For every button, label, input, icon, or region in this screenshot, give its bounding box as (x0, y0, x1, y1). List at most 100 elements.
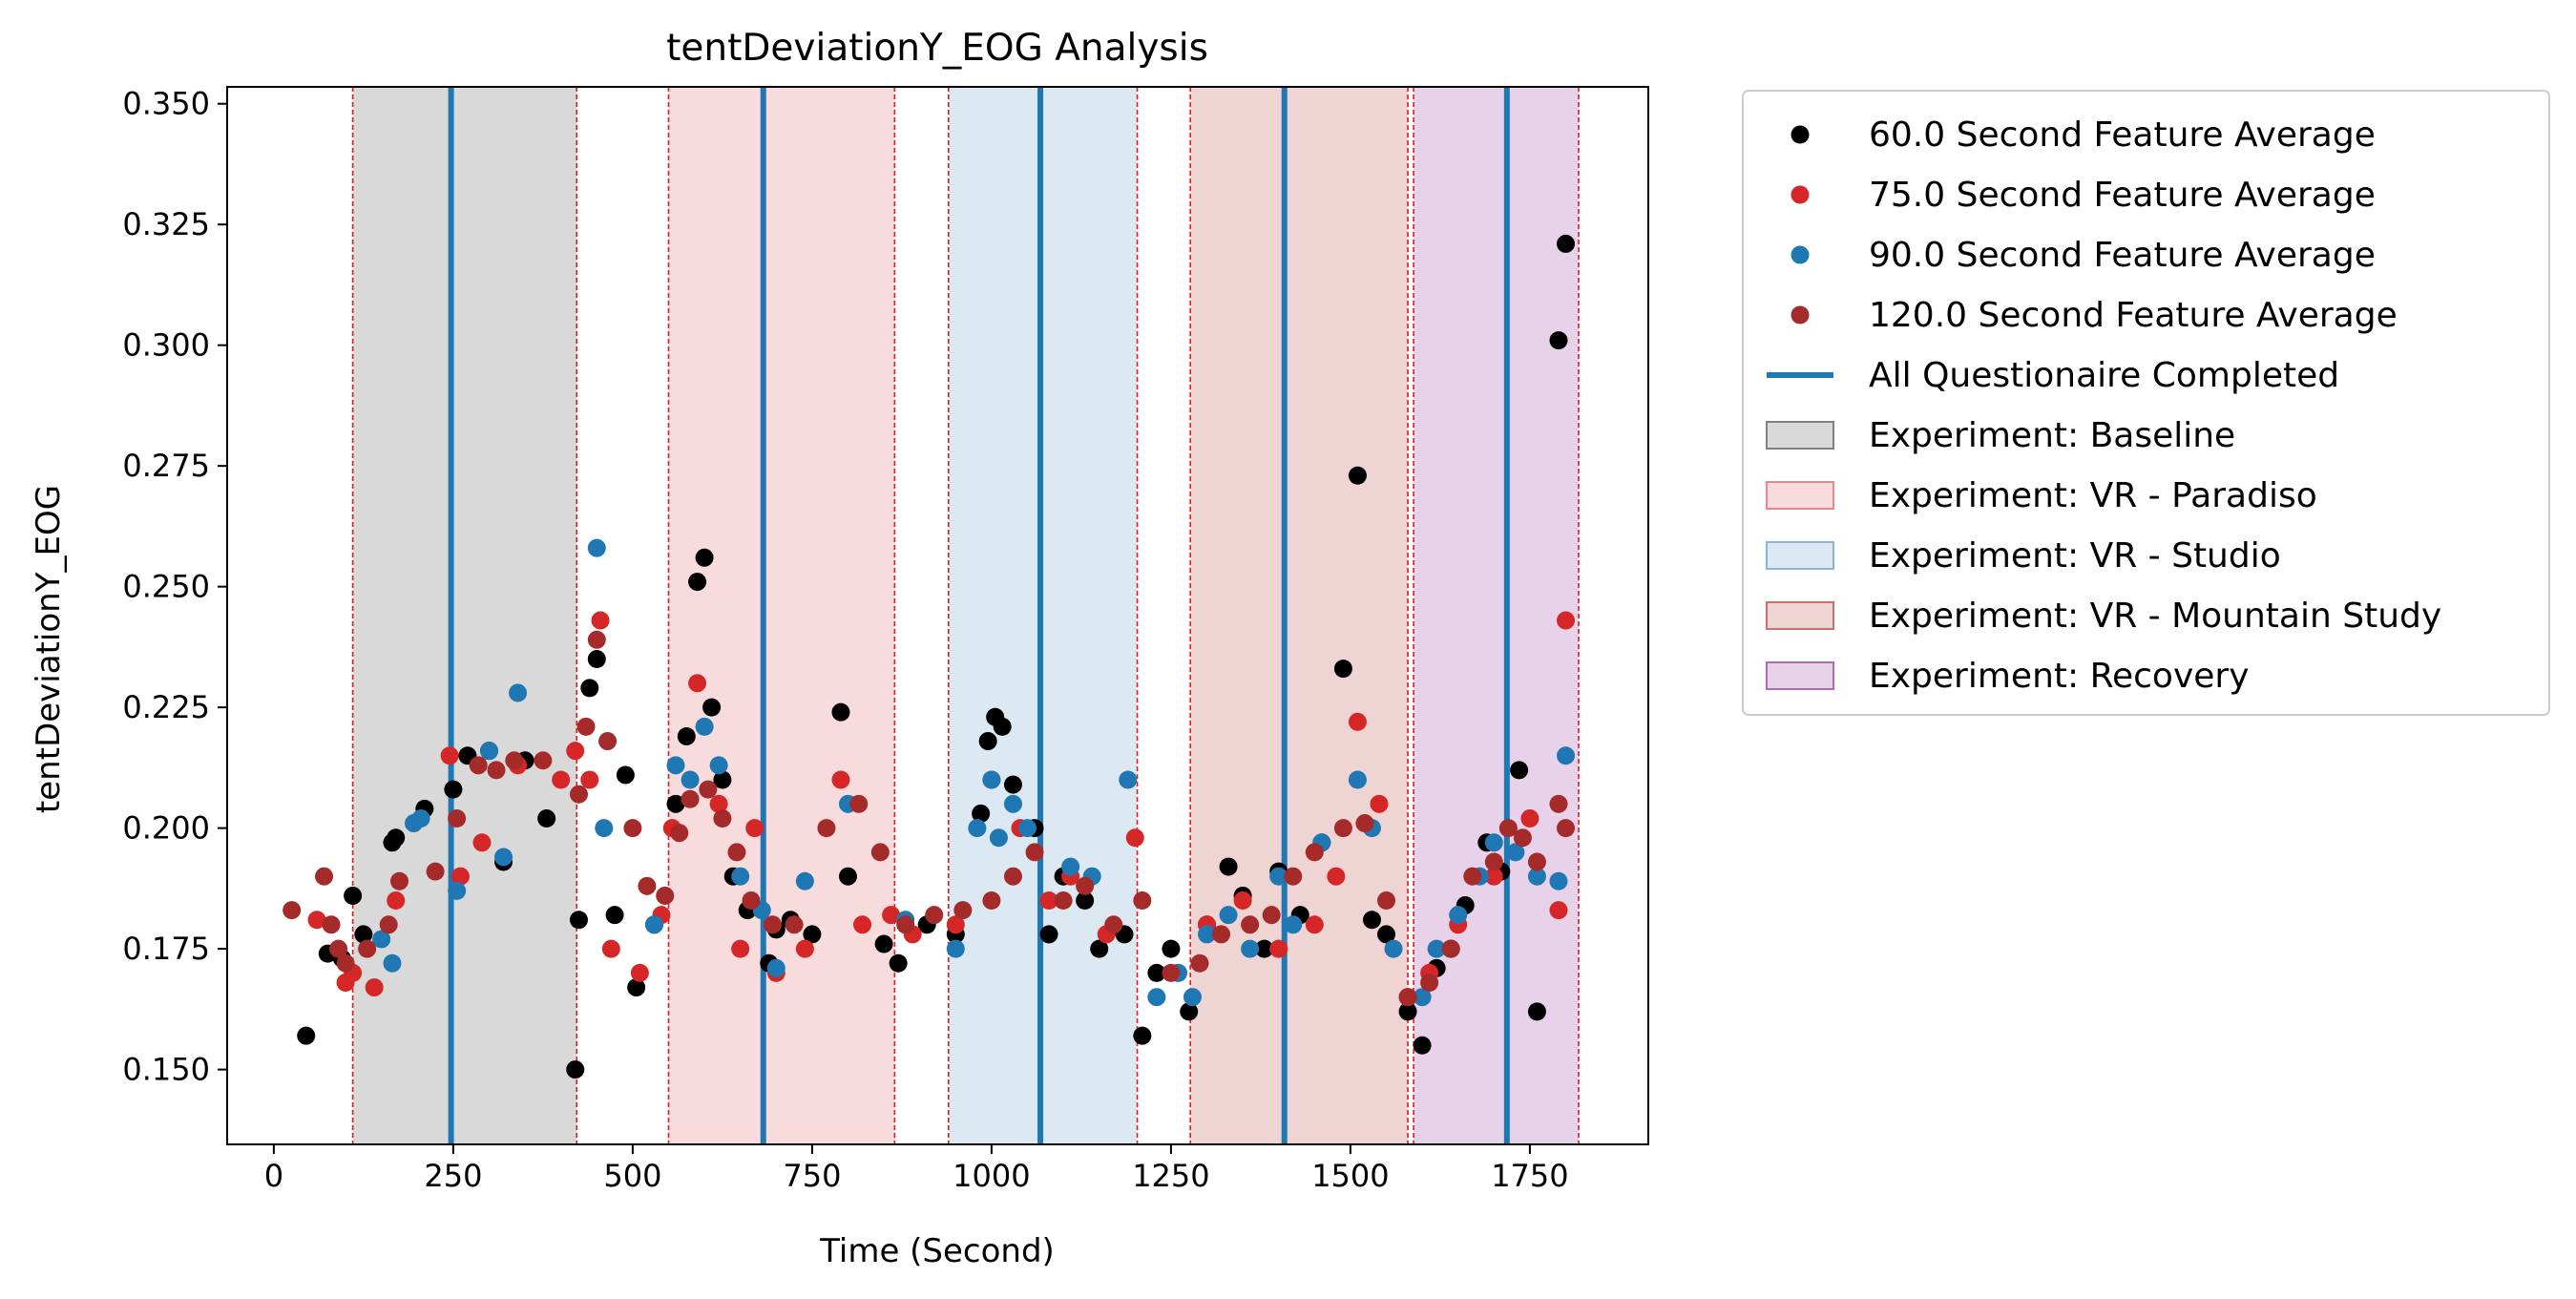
data-point (494, 848, 513, 867)
data-point (1255, 939, 1274, 958)
data-point (1284, 867, 1303, 886)
data-point (1377, 891, 1396, 911)
data-point (1549, 331, 1568, 350)
data-point (569, 785, 588, 804)
data-point (1039, 891, 1058, 911)
legend-label: 120.0 Second Feature Average (1869, 296, 2398, 335)
data-point (709, 794, 728, 813)
data-point (1348, 770, 1367, 789)
x-tick-label: 750 (783, 1158, 841, 1194)
data-point (1162, 963, 1181, 982)
data-point (638, 876, 657, 895)
data-point (688, 674, 707, 693)
data-point (387, 891, 406, 911)
legend-label: Experiment: VR - Mountain Study (1869, 597, 2441, 636)
data-point (1003, 794, 1022, 813)
data-point (1333, 660, 1352, 679)
data-point (1498, 819, 1518, 838)
data-point (1305, 915, 1324, 934)
data-point (358, 939, 377, 958)
data-point (1484, 867, 1503, 886)
data-point (1269, 867, 1288, 886)
data-point (838, 867, 857, 886)
data-point (448, 881, 467, 900)
data-point (469, 756, 488, 775)
data-point (448, 808, 467, 828)
data-point (1104, 915, 1123, 934)
legend-label: Experiment: Recovery (1869, 657, 2250, 696)
data-point (688, 573, 707, 592)
data-point (1219, 906, 1238, 925)
data-point (1377, 925, 1396, 944)
y-tick-label: 0.275 (122, 448, 210, 484)
data-point (534, 751, 553, 770)
data-point (925, 906, 944, 925)
data-point (336, 953, 355, 973)
data-point (874, 934, 893, 953)
data-point (1370, 794, 1389, 813)
data-point (1119, 770, 1138, 789)
data-point (1125, 828, 1144, 848)
data-point (1362, 911, 1381, 930)
data-point (630, 963, 649, 982)
data-point (978, 732, 997, 751)
data-point (681, 770, 700, 789)
experiment-span-0 (352, 87, 577, 1144)
data-point (1061, 857, 1080, 876)
data-point (1510, 761, 1529, 780)
data-point (1413, 988, 1432, 1007)
legend-label: Experiment: VR - Paradiso (1869, 476, 2317, 515)
data-point (580, 770, 599, 789)
data-point (1557, 611, 1576, 630)
data-point (389, 871, 408, 890)
data-point (849, 794, 869, 813)
data-point (591, 611, 610, 630)
data-point (1549, 901, 1568, 920)
data-point (853, 915, 872, 934)
x-tick-label: 1000 (953, 1158, 1030, 1194)
data-point (699, 780, 718, 799)
data-point (1147, 988, 1166, 1007)
data-point (487, 761, 506, 780)
data-point (1463, 867, 1482, 886)
data-point (656, 886, 675, 905)
data-point (372, 930, 391, 949)
data-point (1180, 1002, 1199, 1021)
data-point (1333, 819, 1352, 838)
data-point (1527, 867, 1546, 886)
data-point (946, 939, 965, 958)
data-point (1133, 891, 1152, 911)
x-tick-label: 1500 (1311, 1158, 1389, 1194)
data-point (307, 911, 326, 930)
data-point (1241, 915, 1260, 934)
data-point (831, 702, 850, 722)
data-point (505, 751, 524, 770)
data-point (1054, 891, 1073, 911)
series-3 (283, 630, 1576, 1007)
data-point (727, 843, 746, 862)
data-point (440, 746, 459, 765)
data-point (411, 808, 430, 828)
y-tick-label: 0.175 (122, 931, 210, 967)
data-point (795, 871, 814, 890)
data-point (968, 819, 987, 838)
y-tick-label: 0.150 (122, 1052, 210, 1088)
data-point (831, 770, 850, 789)
data-point (1025, 843, 1044, 862)
data-point (993, 717, 1012, 736)
data-point (444, 780, 463, 799)
data-point (882, 906, 901, 925)
y-tick-label: 0.300 (122, 327, 210, 364)
data-point (742, 891, 761, 911)
data-point (587, 538, 606, 557)
data-point (982, 770, 1001, 789)
data-point (1557, 234, 1576, 253)
data-point (982, 891, 1001, 911)
data-point (1003, 775, 1022, 794)
data-point (870, 843, 890, 862)
data-point (616, 765, 635, 785)
legend-label: Experiment: Baseline (1869, 416, 2235, 455)
data-point (1018, 819, 1037, 838)
data-point (322, 915, 341, 934)
